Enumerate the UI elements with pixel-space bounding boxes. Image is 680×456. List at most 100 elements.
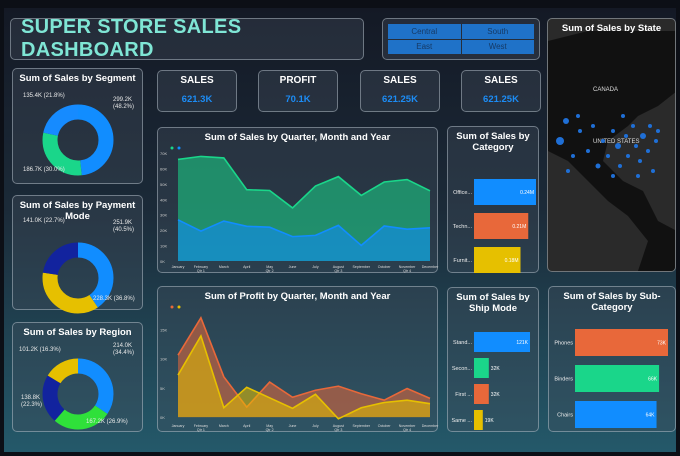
x-tick-label: April [243, 265, 250, 269]
bar-category-label: Phones [554, 341, 573, 347]
map-canvas[interactable]: CANADA UNITED STATES [548, 31, 676, 271]
state-bubble [615, 143, 621, 149]
bar-value-label: 73K [657, 341, 667, 347]
state-bubble [640, 133, 646, 139]
payment-label-2: 141.0K (22.7%) [23, 218, 65, 224]
slicer-west[interactable]: West [461, 39, 534, 54]
y-tick-label: 10K [160, 357, 167, 362]
bar-category-label: Techn... [453, 224, 473, 230]
x-tick-label: October [378, 265, 392, 269]
bar-category-label: First ... [455, 392, 472, 398]
kpi-label: PROFIT [279, 75, 317, 86]
state-bubble [571, 154, 575, 158]
bar-value-label: 32K [491, 366, 501, 372]
segment-donut [42, 104, 114, 176]
kpi-label: SALES [484, 75, 518, 86]
kpi-label: SALES [180, 75, 214, 86]
series-line [177, 155, 431, 209]
quarter-label: Qtr 3 [334, 428, 342, 432]
x-tick-label: December [422, 265, 439, 269]
category-chart: Office... 0.24M Techn... 0.21M Furnit... 0.18… [453, 179, 536, 273]
y-tick-label: 50K [160, 182, 167, 187]
state-bubble [621, 114, 625, 118]
state-bubble [595, 163, 601, 169]
subcategory-chart: Phones 73K Binders 66K Chairs 64K [554, 329, 668, 428]
bar-category-label: Stand... [453, 340, 472, 346]
slicer-east[interactable]: East [388, 39, 461, 54]
state-bubble [646, 149, 650, 153]
series-area [178, 335, 430, 419]
x-tick-label: March [219, 265, 229, 269]
y-tick-label: 40K [160, 197, 167, 202]
x-tick-label: October [378, 424, 392, 428]
kpi-value: 621.3K [181, 94, 213, 105]
bar-category-label: Chairs [557, 413, 573, 419]
shipmode-card: Sum of Sales by Ship Mode Stand... 121K Se… [447, 287, 539, 432]
bar-value-label: 0.18M [505, 258, 519, 264]
region-label-2: 138.8K (22.3%) [21, 395, 43, 408]
kpi-card: SALES 621.25K [461, 70, 541, 112]
sales-by-state-map[interactable]: Sum of Sales by State CANADA UNITED STAT… [547, 18, 676, 272]
category-card: Sum of Sales by Category Office... 0.24M T… [447, 126, 539, 273]
bar-category-label: Binders [554, 377, 573, 383]
donut-slice [42, 242, 114, 314]
bar-value-label: 32K [491, 392, 501, 398]
bar [474, 179, 536, 205]
region-donut-card: Sum of Sales by Region 214.0K (34.4%) 16… [12, 322, 143, 432]
y-tick-label: 70K [160, 151, 167, 156]
state-bubble [624, 134, 628, 138]
slicer-central[interactable]: Central [388, 24, 461, 39]
state-bubble [626, 154, 630, 158]
slicer-south[interactable]: South [461, 24, 534, 39]
subcategory-title: Sum of Sales by Sub-Category [563, 291, 661, 313]
land-shape [548, 31, 675, 271]
quarter-label: Qtr 1 [197, 269, 205, 273]
state-bubble [586, 149, 590, 153]
bar-category-label: Furnit... [453, 258, 472, 264]
x-tick-label: January [172, 265, 185, 269]
x-tick-label: March [219, 424, 229, 428]
bar-value-label: 19K [485, 418, 495, 424]
legend-dot [170, 146, 174, 150]
state-bubble [631, 124, 635, 128]
x-tick-label: November [399, 265, 416, 269]
payment-title: Sum of Sales by Payment Mode [19, 200, 136, 222]
state-bubble [606, 154, 610, 158]
bar [575, 365, 660, 392]
segment-label-1: 186.7K (30.0%) [23, 167, 65, 173]
legend-dot [170, 305, 174, 309]
legend-dot [177, 305, 181, 309]
segment-label-2: 135.4K (21.8%) [23, 93, 65, 99]
y-tick-label: 0K [160, 415, 165, 420]
series-line [177, 316, 431, 409]
x-tick-label: September [352, 265, 370, 269]
x-tick-label: August [333, 265, 344, 269]
x-tick-label: September [352, 424, 370, 428]
title-card: SUPER STORE SALES DASHBOARD [10, 16, 364, 61]
quarter-label: Qtr 4 [403, 428, 411, 432]
state-bubble [636, 174, 640, 178]
x-tick-label: July [312, 265, 319, 269]
bar-value-label: 64K [646, 413, 656, 419]
payment-donut-card: Sum of Sales by Payment Mode 251.9K (40.… [12, 195, 143, 314]
y-tick-label: 0K [160, 259, 165, 264]
state-bubble [611, 129, 615, 133]
kpi-card: PROFIT 70.1K [258, 70, 338, 112]
segment-donut-card: Sum of Sales by Segment 299.2K (48.2%) 1… [12, 68, 143, 184]
kpi-value: 621.25K [483, 94, 519, 105]
region-title: Sum of Sales by Region [23, 327, 132, 338]
donut-slice [42, 242, 114, 314]
donut-slice [42, 358, 114, 430]
state-bubble [556, 137, 564, 145]
legend-dot [177, 146, 181, 150]
kpi-card: SALES 621.25K [360, 70, 440, 112]
state-bubble [601, 139, 605, 143]
state-bubble [591, 124, 595, 128]
map-label-us: UNITED STATES [593, 139, 639, 145]
state-bubble [656, 129, 660, 133]
donut-slice [42, 104, 114, 176]
x-tick-label: June [289, 265, 297, 269]
state-bubble [563, 118, 569, 124]
donut-slice [42, 358, 114, 430]
segment-label-0: 299.2K (48.2%) [113, 97, 135, 110]
